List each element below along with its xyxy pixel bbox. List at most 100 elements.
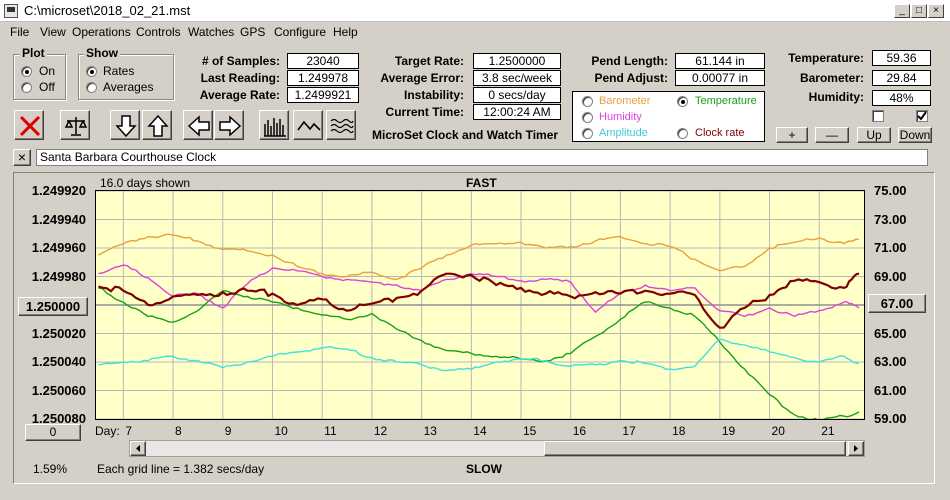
x-axis-tick-label: 21 — [821, 424, 835, 438]
left-axis-tick-label: 1.249960 — [31, 240, 86, 255]
scroll-right-icon — [854, 445, 858, 452]
legend-humidity-label: Humidity — [599, 111, 642, 123]
x-axis-tick-label: 8 — [175, 424, 182, 438]
down-button[interactable]: Down — [898, 127, 932, 143]
left-axis-tick-label: 1.250060 — [31, 382, 86, 398]
x-axis-tick-label: 10 — [274, 424, 288, 438]
barometer-label: Barometer: — [799, 71, 864, 85]
minimize-button[interactable]: _ — [894, 4, 910, 18]
last-reading-value: 1.249978 — [287, 70, 359, 86]
arrow-left-button[interactable] — [183, 110, 213, 140]
barometer-value: 29.84 — [872, 70, 931, 86]
plot-area — [95, 190, 865, 422]
instability-label: Instability: — [403, 88, 464, 102]
x-axis-label: Day: — [95, 424, 120, 438]
clear-button[interactable] — [14, 110, 44, 140]
menu-operations[interactable]: Operations — [72, 25, 131, 39]
plot-on-label: On — [39, 64, 56, 78]
minus-button[interactable]: — — [815, 127, 849, 143]
multi-wave-icon — [330, 118, 354, 134]
show-averages-label: Averages — [103, 80, 154, 94]
humidity-label: Humidity: — [808, 90, 864, 104]
legend-amplitude-radio[interactable] — [582, 128, 593, 139]
target-rate-value: 1.2500000 — [473, 53, 561, 69]
clock-name-input[interactable]: Santa Barbara Courthouse Clock — [36, 149, 928, 166]
option-checkbox-1[interactable] — [872, 110, 884, 122]
bar-graph-button[interactable] — [259, 110, 289, 140]
right-axis-tick-label: 73.00 — [874, 211, 907, 227]
maximize-button[interactable]: □ — [911, 4, 927, 18]
x-axis-tick-label: 14 — [473, 424, 487, 438]
scroll-left-icon — [136, 445, 140, 452]
left-axis-tick-label: 1.250040 — [31, 354, 86, 369]
average-error-label: Average Error: — [380, 71, 464, 85]
pend-length-value: 61.144 in — [675, 53, 765, 69]
option-checkbox-2[interactable] — [916, 110, 928, 122]
show-rates-label: Rates — [103, 64, 135, 78]
series-line-clock-rate — [98, 272, 860, 329]
temperature-label: Temperature: — [788, 51, 864, 65]
plus-button[interactable]: + — [776, 127, 808, 143]
x-axis-tick-label: 11 — [324, 424, 337, 438]
center-rate-button[interactable]: 1.250000 — [18, 297, 88, 316]
menu-configure[interactable]: Configure — [274, 25, 327, 39]
menu-gps[interactable]: GPS — [240, 25, 266, 39]
x-axis-tick-label: 15 — [523, 424, 537, 438]
right-axis-tick-label: 59.00 — [874, 411, 907, 426]
legend-humidity-radio[interactable] — [582, 112, 593, 123]
scroll-left-button[interactable] — [130, 441, 146, 456]
series-line-barometer — [98, 233, 860, 281]
legend-clock-rate-radio[interactable] — [677, 128, 688, 139]
arrow-right-button[interactable] — [214, 110, 244, 140]
menu-help[interactable]: Help — [333, 25, 358, 39]
clear-clock-button[interactable]: × — [13, 149, 31, 166]
balance-button[interactable] — [60, 110, 90, 140]
menu-controls[interactable]: Controls — [136, 25, 181, 39]
pend-adjust-value: 0.00077 in — [675, 70, 765, 86]
multi-wave-button[interactable] — [326, 110, 356, 140]
wave-button[interactable] — [293, 110, 323, 140]
left-axis-tick-label: 1.249980 — [31, 268, 86, 284]
arrow-left-icon — [187, 115, 210, 137]
days-shown-label: 16.0 days shown — [100, 176, 191, 190]
series-line-amplitude — [98, 338, 860, 372]
x-axis-tick-label: 9 — [224, 424, 232, 438]
app-caption: MicroSet Clock and Watch Timer — [372, 128, 559, 142]
target-rate-label: Target Rate: — [394, 54, 464, 68]
show-rates-radio[interactable] — [86, 66, 97, 77]
plot-off-label: Off — [39, 80, 55, 94]
show-averages-radio[interactable] — [86, 82, 97, 93]
plot-off-radio[interactable] — [21, 82, 32, 93]
horizontal-scrollbar[interactable] — [129, 440, 865, 457]
scroll-right-button[interactable] — [848, 441, 864, 456]
left-axis-tick-label: 1.249940 — [31, 211, 86, 227]
arrow-up-button[interactable] — [142, 110, 172, 140]
legend-temperature-radio[interactable] — [677, 96, 688, 107]
current-time-label: Current Time: — [385, 105, 464, 119]
app-icon — [4, 4, 18, 18]
instability-value: 0 secs/day — [473, 87, 561, 103]
up-button[interactable]: Up — [857, 127, 891, 143]
plot-on-radio[interactable] — [21, 66, 32, 77]
menu-file[interactable]: File — [10, 25, 30, 39]
arrow-right-icon — [219, 115, 242, 137]
legend-temperature-label: Temperature — [695, 95, 757, 107]
average-rate-value: 1.2499921 — [287, 87, 359, 103]
scroll-thumb[interactable] — [544, 441, 846, 456]
chart-svg — [96, 190, 864, 422]
last-reading-label: Last Reading: — [200, 71, 280, 85]
x-axis-tick-label: 19 — [721, 424, 736, 438]
zero-button[interactable]: 0 — [25, 424, 81, 441]
arrow-down-button[interactable] — [110, 110, 140, 140]
center-temperature-button[interactable]: 67.00 — [868, 294, 926, 313]
x-axis-tick-label: 18 — [672, 424, 686, 438]
series-line-temperature — [98, 287, 860, 422]
legend-clock-rate-label: Clock rate — [695, 127, 745, 139]
menu-watches[interactable]: Watches — [188, 25, 235, 39]
clear-icon — [19, 115, 41, 137]
close-window-button[interactable]: × — [928, 4, 944, 18]
samples-value: 23040 — [287, 53, 359, 69]
legend-barometer-radio[interactable] — [582, 96, 593, 107]
temperature-value: 59.36 — [872, 50, 931, 66]
menu-view[interactable]: View — [40, 25, 66, 39]
